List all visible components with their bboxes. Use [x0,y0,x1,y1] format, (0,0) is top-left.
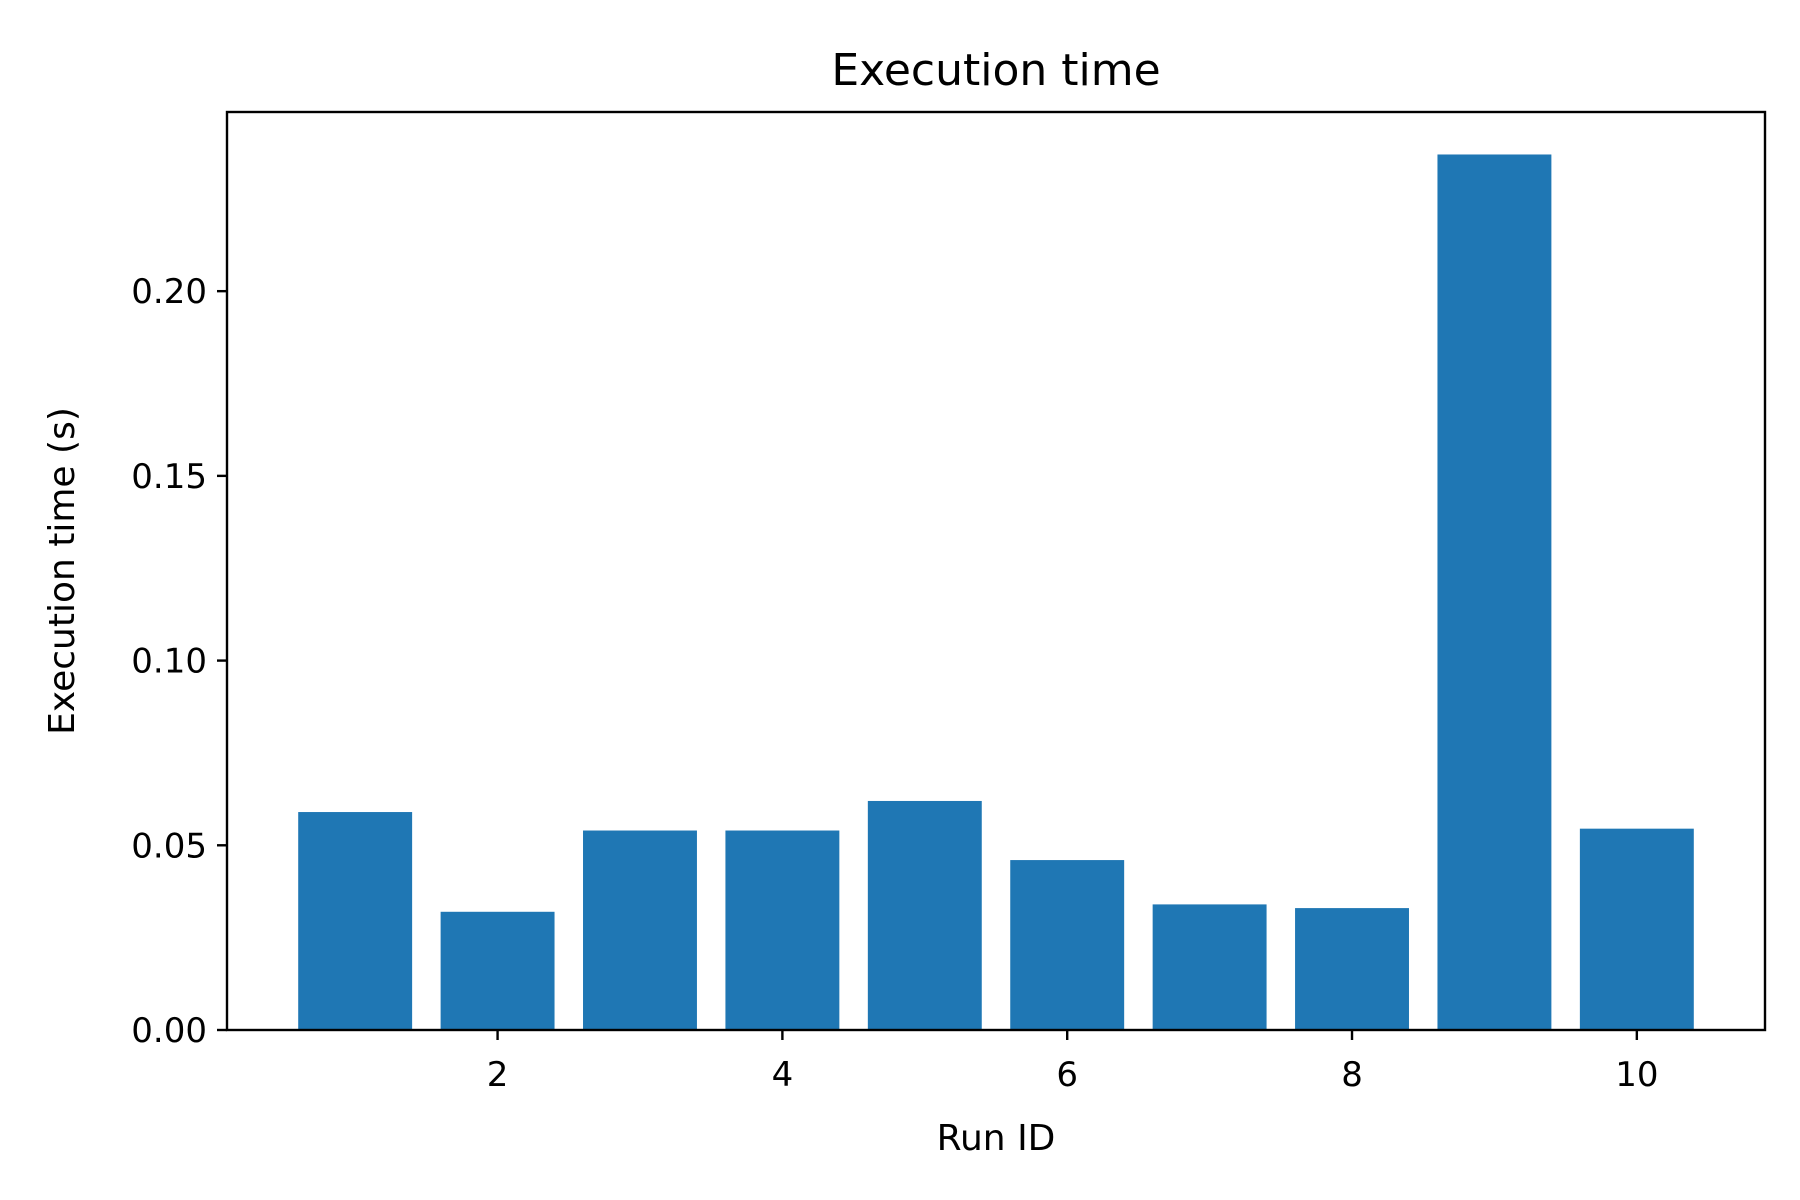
y-axis-label: Execution time (s) [42,407,83,735]
y-tick-label: 0.10 [131,642,207,682]
bar-run-7 [1152,904,1267,1030]
bar-run-9 [1437,154,1552,1030]
y-tick-label: 0.20 [131,272,207,312]
bar-series [298,154,1694,1030]
x-tick-label: 4 [772,1055,794,1095]
bar-run-5 [867,800,982,1030]
y-tick-label: 0.05 [131,826,207,866]
bar-run-2 [440,911,555,1030]
x-axis-label: Run ID [937,1118,1056,1159]
bar-run-3 [583,830,697,1030]
x-tick-label: 10 [1615,1055,1658,1095]
plot-frame [225,110,1767,1032]
bar-run-10 [1579,828,1694,1030]
bar-run-4 [725,830,840,1030]
bar-run-6 [1010,860,1125,1030]
x-tick-label: 6 [1056,1055,1078,1095]
y-tick-label: 0.00 [131,1011,207,1051]
y-tick-label: 0.15 [131,457,207,497]
x-tick-label: 2 [487,1055,509,1095]
x-axis-ticks: 2 4 6 8 10 [487,1030,1658,1095]
x-tick-label: 8 [1341,1055,1363,1095]
y-axis-ticks: 0.00 0.05 0.10 0.15 0.20 [131,272,227,1051]
bar-run-1 [298,812,413,1030]
chart-title: Execution time [831,45,1160,96]
bar-run-8 [1295,908,1409,1030]
